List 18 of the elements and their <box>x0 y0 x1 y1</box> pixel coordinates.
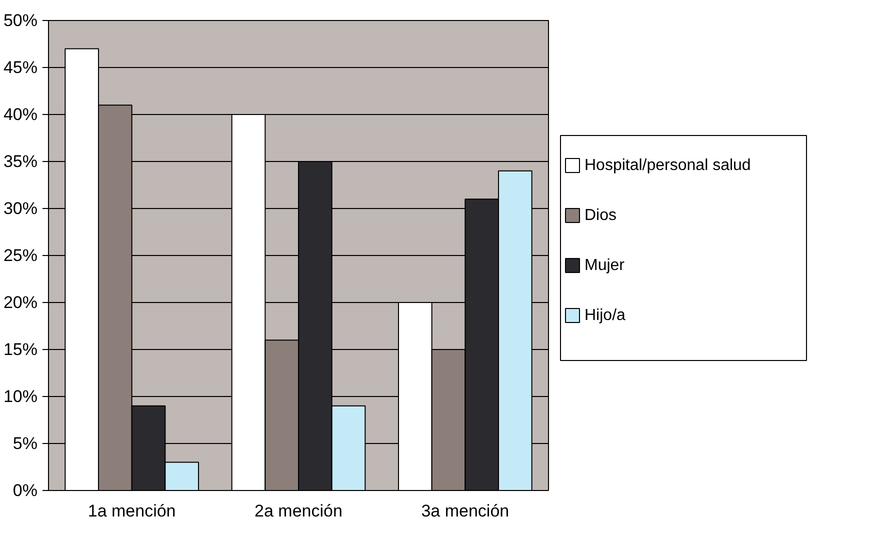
y-tick-label: 5% <box>12 434 38 453</box>
y-tick-label: 40% <box>3 105 38 124</box>
y-tick-label: 30% <box>3 199 38 218</box>
legend-label: Hijo/a <box>584 307 626 324</box>
x-tick-label: 2a mención <box>254 502 342 520</box>
y-tick-label: 25% <box>3 246 38 265</box>
x-tick-label: 1a mención <box>88 502 176 520</box>
legend-label: Hospital/personal salud <box>584 157 751 174</box>
y-tick-label: 0% <box>12 481 38 500</box>
legend-label: Mujer <box>584 257 626 274</box>
y-tick-label: 35% <box>3 152 38 171</box>
x-tick-label: 3a mención <box>421 502 510 520</box>
y-tick-label: 15% <box>3 340 38 359</box>
y-tick-label: 10% <box>3 387 38 406</box>
y-tick-label: 45% <box>3 58 38 77</box>
legend-label: Dios <box>584 207 617 224</box>
y-tick-label: 50% <box>3 11 38 30</box>
y-tick-label: 20% <box>3 293 38 312</box>
